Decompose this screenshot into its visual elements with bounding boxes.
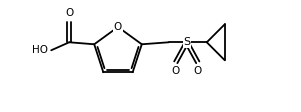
- Text: O: O: [114, 22, 122, 32]
- Text: O: O: [172, 66, 180, 76]
- Text: HO: HO: [32, 45, 48, 55]
- Text: O: O: [65, 8, 73, 18]
- Text: S: S: [183, 37, 190, 47]
- Text: O: O: [194, 66, 202, 76]
